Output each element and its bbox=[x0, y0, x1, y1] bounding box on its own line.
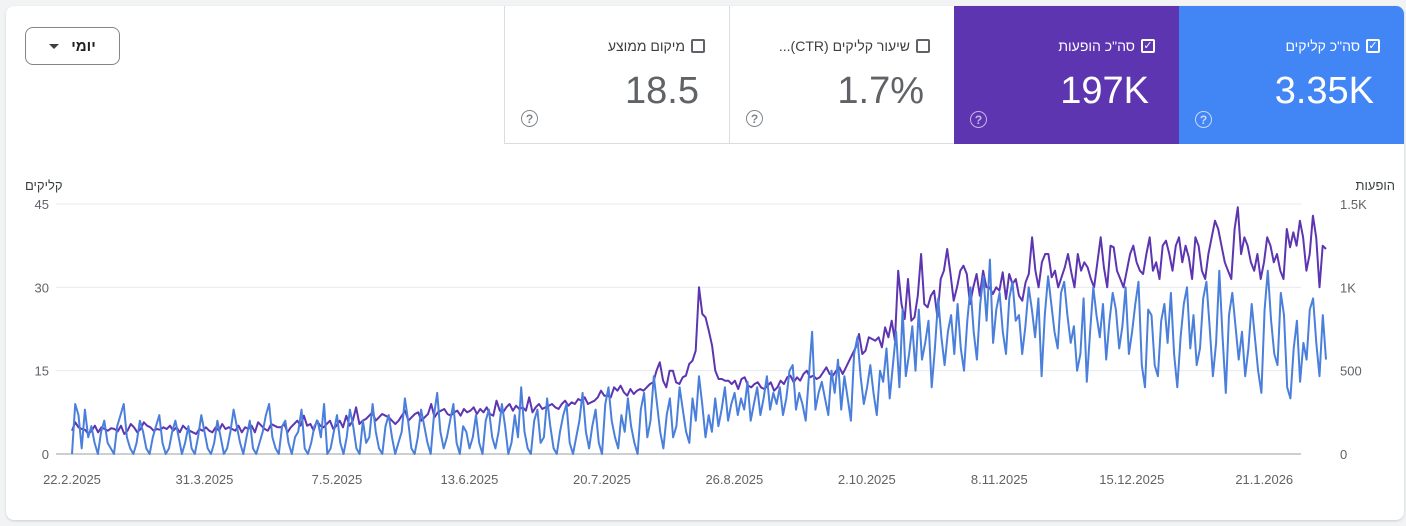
help-icon[interactable]: ? bbox=[746, 110, 763, 127]
metric-card-ctr[interactable]: שיעור קליקים (CTR)... 1.7% ? bbox=[729, 6, 954, 144]
right-tick-label: 0 bbox=[1340, 447, 1347, 462]
left-tick-label: 45 bbox=[35, 197, 49, 212]
metric-card-clicks[interactable]: ✓ סה"כ קליקים 3.35K ? bbox=[1179, 6, 1404, 144]
right-tick-label: 1.5K bbox=[1340, 197, 1367, 212]
right-axis-title: הופעות bbox=[1355, 178, 1395, 193]
checkbox-ctr[interactable] bbox=[916, 39, 930, 53]
metric-card-position[interactable]: מיקום ממוצע 18.5 ? bbox=[504, 6, 729, 144]
left-axis-title: קליקים bbox=[25, 178, 63, 193]
checkbox-position[interactable] bbox=[691, 39, 705, 53]
check-icon: ✓ bbox=[1143, 40, 1153, 52]
metric-label-impressions: סה"כ הופעות bbox=[1058, 38, 1135, 54]
metric-value-impressions: 197K bbox=[1060, 70, 1149, 112]
left-tick-label: 30 bbox=[35, 280, 49, 295]
granularity-label: יומי bbox=[71, 37, 96, 55]
checkbox-impressions[interactable]: ✓ bbox=[1141, 39, 1155, 53]
chevron-down-icon bbox=[49, 43, 60, 49]
metric-value-position: 18.5 bbox=[625, 70, 699, 112]
metric-card-impressions[interactable]: ✓ סה"כ הופעות 197K ? bbox=[954, 6, 1179, 144]
x-tick-label: 15.12.2025 bbox=[1099, 472, 1164, 487]
check-icon: ✓ bbox=[1368, 40, 1378, 52]
help-icon[interactable]: ? bbox=[521, 110, 538, 127]
help-icon[interactable]: ? bbox=[1195, 111, 1212, 128]
x-tick-label: 7.5.2025 bbox=[312, 472, 363, 487]
metric-value-clicks: 3.35K bbox=[1274, 70, 1374, 112]
metric-label-ctr: שיעור קליקים (CTR)... bbox=[778, 38, 910, 54]
help-icon[interactable]: ? bbox=[970, 111, 987, 128]
x-tick-label: 22.2.2025 bbox=[43, 472, 101, 487]
right-tick-label: 500 bbox=[1340, 364, 1362, 379]
x-tick-label: 21.1.2026 bbox=[1235, 472, 1293, 487]
x-tick-label: 2.10.2025 bbox=[838, 472, 896, 487]
left-tick-label: 15 bbox=[35, 364, 49, 379]
x-tick-label: 8.11.2025 bbox=[971, 472, 1028, 487]
clicks-series-line bbox=[71, 258, 1327, 455]
metric-value-ctr: 1.7% bbox=[837, 70, 924, 112]
granularity-dropdown[interactable]: יומי bbox=[25, 27, 120, 65]
impressions-series-line bbox=[71, 206, 1327, 435]
performance-panel: יומי מיקום ממוצע 18.5 ? שיעור קליקים (CT… bbox=[6, 6, 1404, 520]
metric-label-clicks: סה"כ קליקים bbox=[1285, 38, 1360, 54]
x-tick-label: 13.6.2025 bbox=[440, 472, 498, 487]
right-tick-label: 1K bbox=[1340, 280, 1356, 295]
x-tick-label: 26.8.2025 bbox=[705, 472, 763, 487]
x-tick-label: 31.3.2025 bbox=[176, 472, 234, 487]
checkbox-clicks[interactable]: ✓ bbox=[1366, 39, 1380, 53]
left-tick-label: 0 bbox=[42, 447, 49, 462]
performance-chart: 0 0 15 500 30 1K 45 1.5K 22.2.2025 31.3.2025 7.5.2… bbox=[35, 197, 1368, 487]
metric-label-position: מיקום ממוצע bbox=[607, 38, 685, 54]
x-tick-label: 20.7.2025 bbox=[573, 472, 631, 487]
